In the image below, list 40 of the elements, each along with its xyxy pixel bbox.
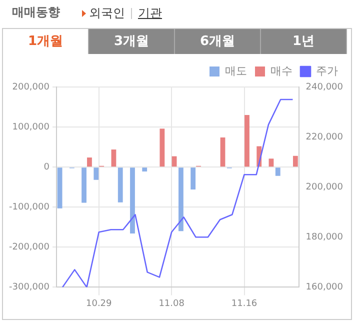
bar xyxy=(87,157,92,167)
y2-tick-label: 160,000 xyxy=(306,282,344,293)
text: 6개월 xyxy=(175,29,261,54)
text: 1년 xyxy=(261,29,347,54)
bar xyxy=(82,168,86,203)
bar xyxy=(220,137,226,167)
x-tick-label: 11.16 xyxy=(231,298,258,309)
bar xyxy=(275,168,280,176)
y2-tick-label: 180,000 xyxy=(306,232,344,242)
bar xyxy=(190,168,196,190)
bar xyxy=(142,168,148,172)
bar xyxy=(244,115,250,167)
text: 3개월 xyxy=(89,29,175,54)
chart-title: 매매동향 xyxy=(12,4,60,21)
text: 기관 xyxy=(138,5,162,22)
bar xyxy=(160,128,165,167)
x-tick-label: 10.29 xyxy=(86,298,112,309)
bar xyxy=(130,168,135,234)
y2-tick-label: 200,000 xyxy=(306,182,344,192)
x-tick-label: 11.08 xyxy=(158,298,185,309)
bar xyxy=(268,158,274,167)
legend-label: 매도 xyxy=(225,64,247,78)
y2-tick-label: 240,000 xyxy=(306,82,344,92)
bar xyxy=(57,168,62,208)
legend-label: 주가 xyxy=(316,64,338,78)
bar xyxy=(118,168,123,202)
y-tick-label: -300,000 xyxy=(8,282,50,293)
bar xyxy=(94,168,99,180)
bar xyxy=(293,156,298,167)
y-tick-label: -200,000 xyxy=(8,242,50,253)
y-tick-label: 200,000 xyxy=(12,82,50,92)
y2-tick-label: 220,000 xyxy=(306,132,344,142)
bar xyxy=(111,149,116,167)
text: 1개월 xyxy=(3,29,89,54)
y-tick-label: 0 xyxy=(44,162,50,172)
legend-label: 매수 xyxy=(270,64,292,78)
y-tick-label: 100,000 xyxy=(12,122,50,132)
bar xyxy=(178,168,184,232)
y-tick-label: -100,000 xyxy=(8,202,50,212)
text: 외국인 xyxy=(89,5,125,22)
